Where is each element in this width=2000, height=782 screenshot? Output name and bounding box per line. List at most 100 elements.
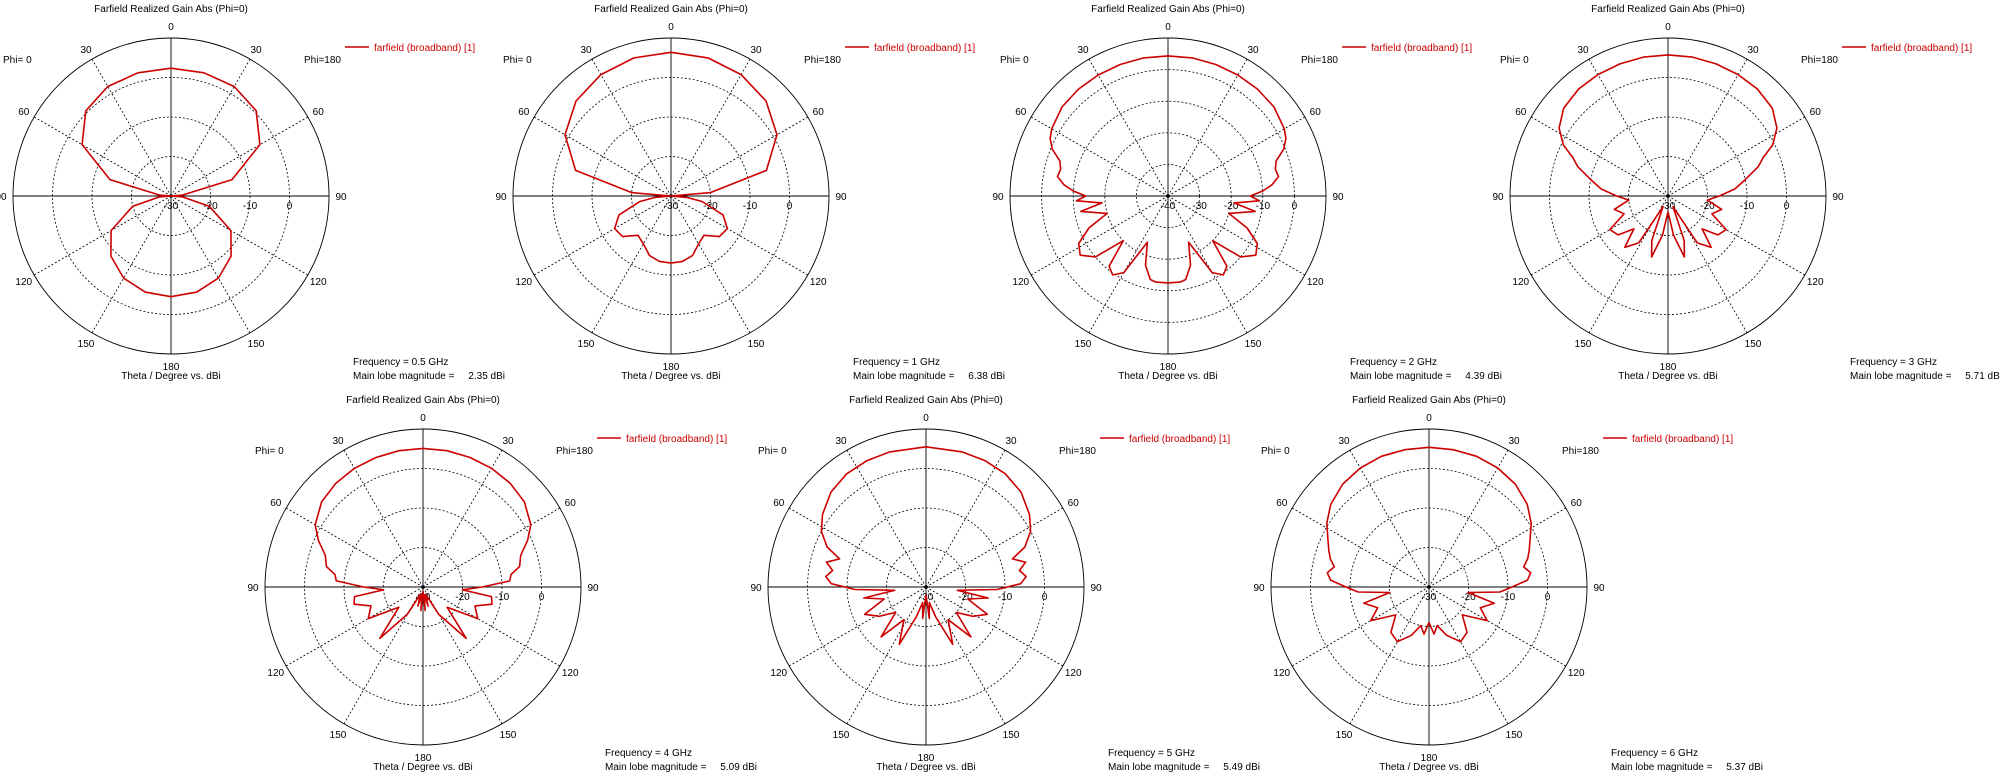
plot-title: Farfield Realized Gain Abs (Phi=0): [1091, 4, 1245, 15]
angle-tick-label: 120: [1807, 277, 1824, 288]
angle-tick-label: 120: [770, 668, 787, 679]
angle-tick-label: 30: [750, 45, 762, 56]
grid-spoke: [925, 507, 1064, 588]
radial-tick-label: 0: [1545, 592, 1551, 603]
x-axis-caption: Theta / Degree vs. dBi: [876, 762, 976, 773]
phi-left-label: Phi= 0: [1500, 55, 1529, 66]
angle-tick-label: 30: [250, 45, 262, 56]
angle-tick-label: 180: [1421, 753, 1438, 764]
angle-tick-label: 30: [1577, 45, 1589, 56]
angle-tick-label: 150: [500, 730, 517, 741]
angle-tick-label: 150: [1245, 339, 1262, 350]
phi-left-label: Phi= 0: [1261, 446, 1290, 457]
angle-tick-label: 60: [1276, 498, 1288, 509]
angle-tick-label: 30: [1747, 45, 1759, 56]
phi-right-label: Phi=180: [804, 55, 841, 66]
grid-spoke: [591, 58, 672, 197]
angle-tick-label: 180: [415, 753, 432, 764]
angle-tick-label: 60: [518, 107, 530, 118]
angle-tick-label: 90: [1090, 583, 1102, 594]
phi-right-label: Phi=180: [304, 55, 341, 66]
angle-tick-label: 90: [1593, 583, 1605, 594]
phi-left-label: Phi= 0: [758, 446, 787, 457]
radial-tick-label: -30: [164, 201, 179, 212]
angle-tick-label: 150: [330, 730, 347, 741]
angle-tick-label: 90: [835, 192, 847, 203]
radial-tick-label: -30: [1661, 201, 1676, 212]
grid-spoke: [1088, 195, 1169, 334]
phi-left-label: Phi= 0: [255, 446, 284, 457]
angle-tick-label: 30: [1338, 436, 1350, 447]
phi-right-label: Phi=180: [1562, 446, 1599, 457]
angle-tick-label: 90: [750, 583, 762, 594]
x-axis-caption: Theta / Degree vs. dBi: [121, 371, 221, 382]
radial-tick-label: 0: [1292, 201, 1298, 212]
gain-pattern-line: [314, 447, 532, 640]
radial-tick-label: -30: [664, 201, 679, 212]
grid-spoke: [1167, 58, 1248, 197]
angle-tick-label: 30: [835, 436, 847, 447]
grid-spoke: [533, 195, 672, 276]
gain-pattern-line: [1326, 446, 1532, 643]
polar-plot-7: 0 30 60 90 120 150 180 150 120 90 60 30 -30 -20 -10 0 Fa…: [1253, 395, 1763, 773]
angle-tick-label: 120: [267, 668, 284, 679]
main-lobe-value: 2.35 dBi: [468, 371, 505, 382]
grid-spoke: [91, 58, 172, 197]
main-lobe-label: Main lobe magnitude =: [1108, 762, 1210, 773]
angle-tick-label: 150: [833, 730, 850, 741]
phi-right-label: Phi=180: [556, 446, 593, 457]
angle-tick-label: 60: [1015, 107, 1027, 118]
angle-tick-label: 60: [813, 107, 825, 118]
angle-tick-label: 0: [1426, 413, 1432, 424]
main-lobe-label: Main lobe magnitude =: [1350, 371, 1452, 382]
angle-tick-label: 60: [773, 498, 785, 509]
angle-tick-label: 180: [163, 362, 180, 373]
radial-tick-label: -10: [1740, 201, 1755, 212]
angle-tick-label: 180: [918, 753, 935, 764]
radial-tick-label: -30: [1192, 201, 1207, 212]
grid-spoke: [925, 586, 1006, 725]
frequency-label: Frequency = 2 GHz: [1350, 357, 1437, 368]
angle-tick-label: 90: [1492, 192, 1504, 203]
x-axis-caption: Theta / Degree vs. dBi: [1379, 762, 1479, 773]
angle-tick-label: 30: [1077, 45, 1089, 56]
grid-spoke: [670, 195, 751, 334]
angle-tick-label: 30: [80, 45, 92, 56]
grid-spoke: [1530, 195, 1669, 276]
grid-spoke: [1349, 449, 1430, 588]
angle-tick-label: 180: [663, 362, 680, 373]
radial-tick-label: -20: [1224, 201, 1239, 212]
radial-tick-label: 0: [1784, 201, 1790, 212]
x-axis-caption: Theta / Degree vs. dBi: [1118, 371, 1218, 382]
angle-tick-label: 120: [1568, 668, 1585, 679]
grid-spoke: [846, 449, 927, 588]
angle-tick-label: 90: [992, 192, 1004, 203]
grid-spoke: [1088, 58, 1169, 197]
angle-tick-label: 150: [1075, 339, 1092, 350]
angle-tick-label: 150: [578, 339, 595, 350]
legend-label: farfield (broadband) [1]: [1871, 43, 1972, 54]
frequency-label: Frequency = 5 GHz: [1108, 748, 1195, 759]
main-lobe-value: 4.39 dBi: [1465, 371, 1502, 382]
angle-tick-label: 30: [1247, 45, 1259, 56]
plot-title: Farfield Realized Gain Abs (Phi=0): [849, 395, 1003, 406]
angle-tick-label: 150: [1003, 730, 1020, 741]
angle-tick-label: 0: [1165, 22, 1171, 33]
angle-tick-label: 60: [1810, 107, 1822, 118]
angle-tick-label: 60: [270, 498, 282, 509]
grid-spoke: [33, 195, 172, 276]
plot-title: Farfield Realized Gain Abs (Phi=0): [346, 395, 500, 406]
angle-tick-label: 60: [313, 107, 325, 118]
plot-title: Farfield Realized Gain Abs (Phi=0): [94, 4, 248, 15]
radial-tick-label: 0: [787, 201, 793, 212]
radial-tick-label: -20: [1700, 201, 1715, 212]
angle-tick-label: 90: [495, 192, 507, 203]
radial-tick-label: -10: [1501, 592, 1516, 603]
frequency-label: Frequency = 6 GHz: [1611, 748, 1698, 759]
main-lobe-value: 5.71 dBi: [1965, 371, 2000, 382]
angle-tick-label: 150: [248, 339, 265, 350]
frequency-label: Frequency = 0.5 GHz: [353, 357, 448, 368]
gain-pattern-line: [1049, 55, 1287, 284]
